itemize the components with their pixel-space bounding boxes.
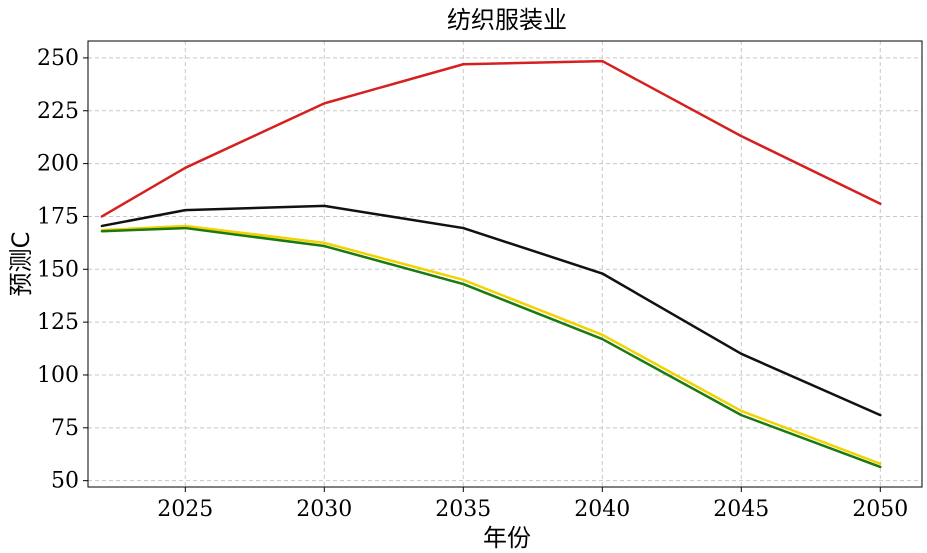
x-axis-ticks: 2025 2030 2035 2040 2045 2050 <box>157 487 908 522</box>
y-tick-label: 75 <box>51 416 79 441</box>
series-line-3 <box>100 224 882 465</box>
y-tick-label: 50 <box>51 469 79 494</box>
x-tick-label: 2045 <box>713 497 769 522</box>
y-tick-label: 100 <box>37 363 79 388</box>
y-tick-label: 200 <box>37 152 79 177</box>
y-tick-label: 175 <box>37 204 79 229</box>
y-axis-title: 预测C <box>7 232 35 297</box>
x-tick-label: 2035 <box>435 497 491 522</box>
chart-title: 纺织服装业 <box>447 6 567 34</box>
x-tick-label: 2050 <box>852 497 908 522</box>
series-line-4 <box>100 226 882 469</box>
x-tick-label: 2025 <box>157 497 213 522</box>
y-tick-label: 150 <box>37 257 79 282</box>
y-tick-label: 225 <box>37 99 79 124</box>
x-tick-label: 2030 <box>296 497 352 522</box>
y-tick-label: 125 <box>37 310 79 335</box>
series-layer <box>100 59 882 469</box>
y-axis-ticks: 50 75 100 125 150 175 200 225 250 <box>37 46 88 494</box>
x-axis-title: 年份 <box>483 524 531 552</box>
plot-frame <box>87 40 923 488</box>
x-tick-label: 2040 <box>574 497 630 522</box>
series-line-2 <box>100 204 882 417</box>
series-line-1 <box>100 59 882 218</box>
y-tick-label: 250 <box>37 46 79 71</box>
grid <box>88 41 922 487</box>
